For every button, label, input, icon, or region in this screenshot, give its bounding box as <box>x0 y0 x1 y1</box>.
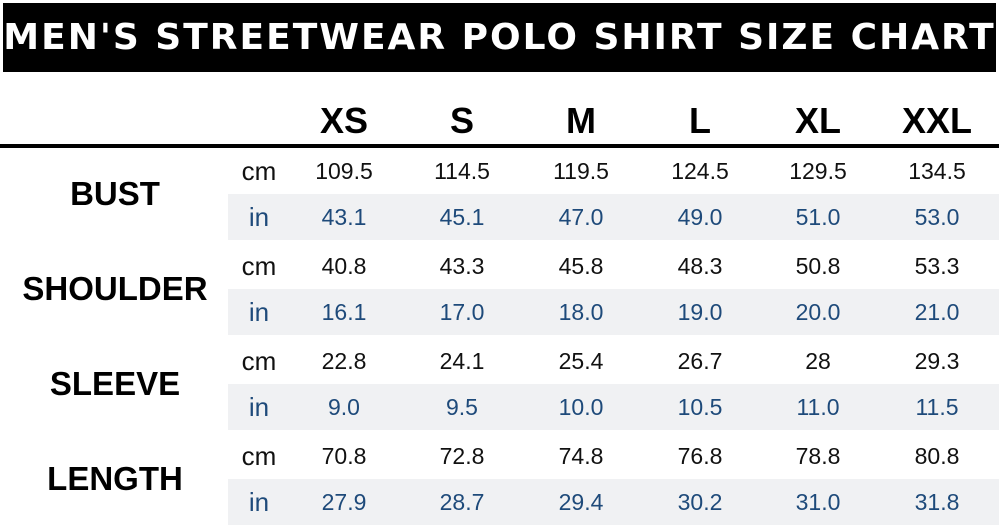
value-in: 30.2 <box>677 489 723 515</box>
unit-in: in <box>248 392 270 422</box>
value-in: 51.0 <box>795 204 841 230</box>
value-in: 17.0 <box>439 299 485 325</box>
measure-label-length: LENGTH <box>47 460 183 497</box>
value-cm: 53.3 <box>914 253 960 279</box>
value-in: 16.1 <box>321 299 367 325</box>
value-cm: 43.3 <box>439 253 485 279</box>
value-in: 31.8 <box>914 489 960 515</box>
value-cm: 114.5 <box>434 158 490 184</box>
value-cm: 26.7 <box>677 348 723 374</box>
value-in: 20.0 <box>795 299 841 325</box>
size-header-xs: XS <box>319 100 369 141</box>
value-cm: 29.3 <box>914 348 960 374</box>
size-header-l: L <box>689 100 711 141</box>
size-header-s: S <box>449 100 474 141</box>
value-in: 45.1 <box>439 204 485 230</box>
value-cm: 80.8 <box>914 443 960 469</box>
value-cm: 70.8 <box>321 443 367 469</box>
measure-label-sleeve: SLEEVE <box>49 365 181 402</box>
value-in: 9.5 <box>446 394 478 420</box>
value-in: 11.0 <box>796 394 840 420</box>
value-in: 49.0 <box>677 204 723 230</box>
value-in: 31.0 <box>795 489 841 515</box>
inch-row-stripe <box>228 289 999 335</box>
value-cm: 50.8 <box>795 253 841 279</box>
value-cm: 45.8 <box>558 253 604 279</box>
inch-row-stripe <box>228 384 999 430</box>
value-in: 28.7 <box>439 489 485 515</box>
measure-label-bust: BUST <box>70 175 160 212</box>
value-in: 53.0 <box>914 204 960 230</box>
value-in: 18.0 <box>558 299 604 325</box>
value-cm: 24.1 <box>439 348 485 374</box>
value-cm: 22.8 <box>321 348 367 374</box>
value-cm: 40.8 <box>321 253 367 279</box>
value-cm: 109.5 <box>315 158 373 184</box>
value-cm: 124.5 <box>671 158 729 184</box>
value-cm: 25.4 <box>558 348 604 374</box>
value-in: 10.0 <box>558 394 604 420</box>
value-in: 47.0 <box>558 204 604 230</box>
unit-cm: cm <box>241 251 277 281</box>
value-in: 43.1 <box>321 204 367 230</box>
unit-cm: cm <box>241 156 277 186</box>
unit-in: in <box>248 202 270 232</box>
value-in: 19.0 <box>677 299 723 325</box>
value-cm: 129.5 <box>789 158 847 184</box>
value-cm: 74.8 <box>558 443 604 469</box>
value-cm: 28 <box>805 348 831 374</box>
header-divider <box>0 144 999 148</box>
value-cm: 134.5 <box>908 158 966 184</box>
size-header-m: M <box>566 100 596 141</box>
unit-in: in <box>248 297 270 327</box>
value-in: 29.4 <box>558 489 604 515</box>
inch-row-stripe <box>228 194 999 240</box>
unit-in: in <box>248 487 270 517</box>
value-in: 27.9 <box>321 489 367 515</box>
unit-cm: cm <box>241 441 277 471</box>
value-cm: 72.8 <box>439 443 485 469</box>
inch-row-stripe <box>228 479 999 525</box>
title-bar: MEN'S STREETWEAR POLO SHIRT SIZE CHART <box>3 3 996 72</box>
value-cm: 76.8 <box>677 443 723 469</box>
size-header-xxl: XXL <box>901 100 972 141</box>
value-in: 11.5 <box>915 394 959 420</box>
value-cm: 119.5 <box>553 158 609 184</box>
value-cm: 48.3 <box>677 253 723 279</box>
value-in: 9.0 <box>328 394 360 420</box>
value-cm: 78.8 <box>795 443 841 469</box>
size-header-xl: XL <box>794 100 841 141</box>
value-in: 10.5 <box>677 394 723 420</box>
unit-cm: cm <box>241 346 277 376</box>
value-in: 21.0 <box>914 299 960 325</box>
measure-label-shoulder: SHOULDER <box>22 270 208 307</box>
chart-title: MEN'S STREETWEAR POLO SHIRT SIZE CHART <box>3 17 996 58</box>
